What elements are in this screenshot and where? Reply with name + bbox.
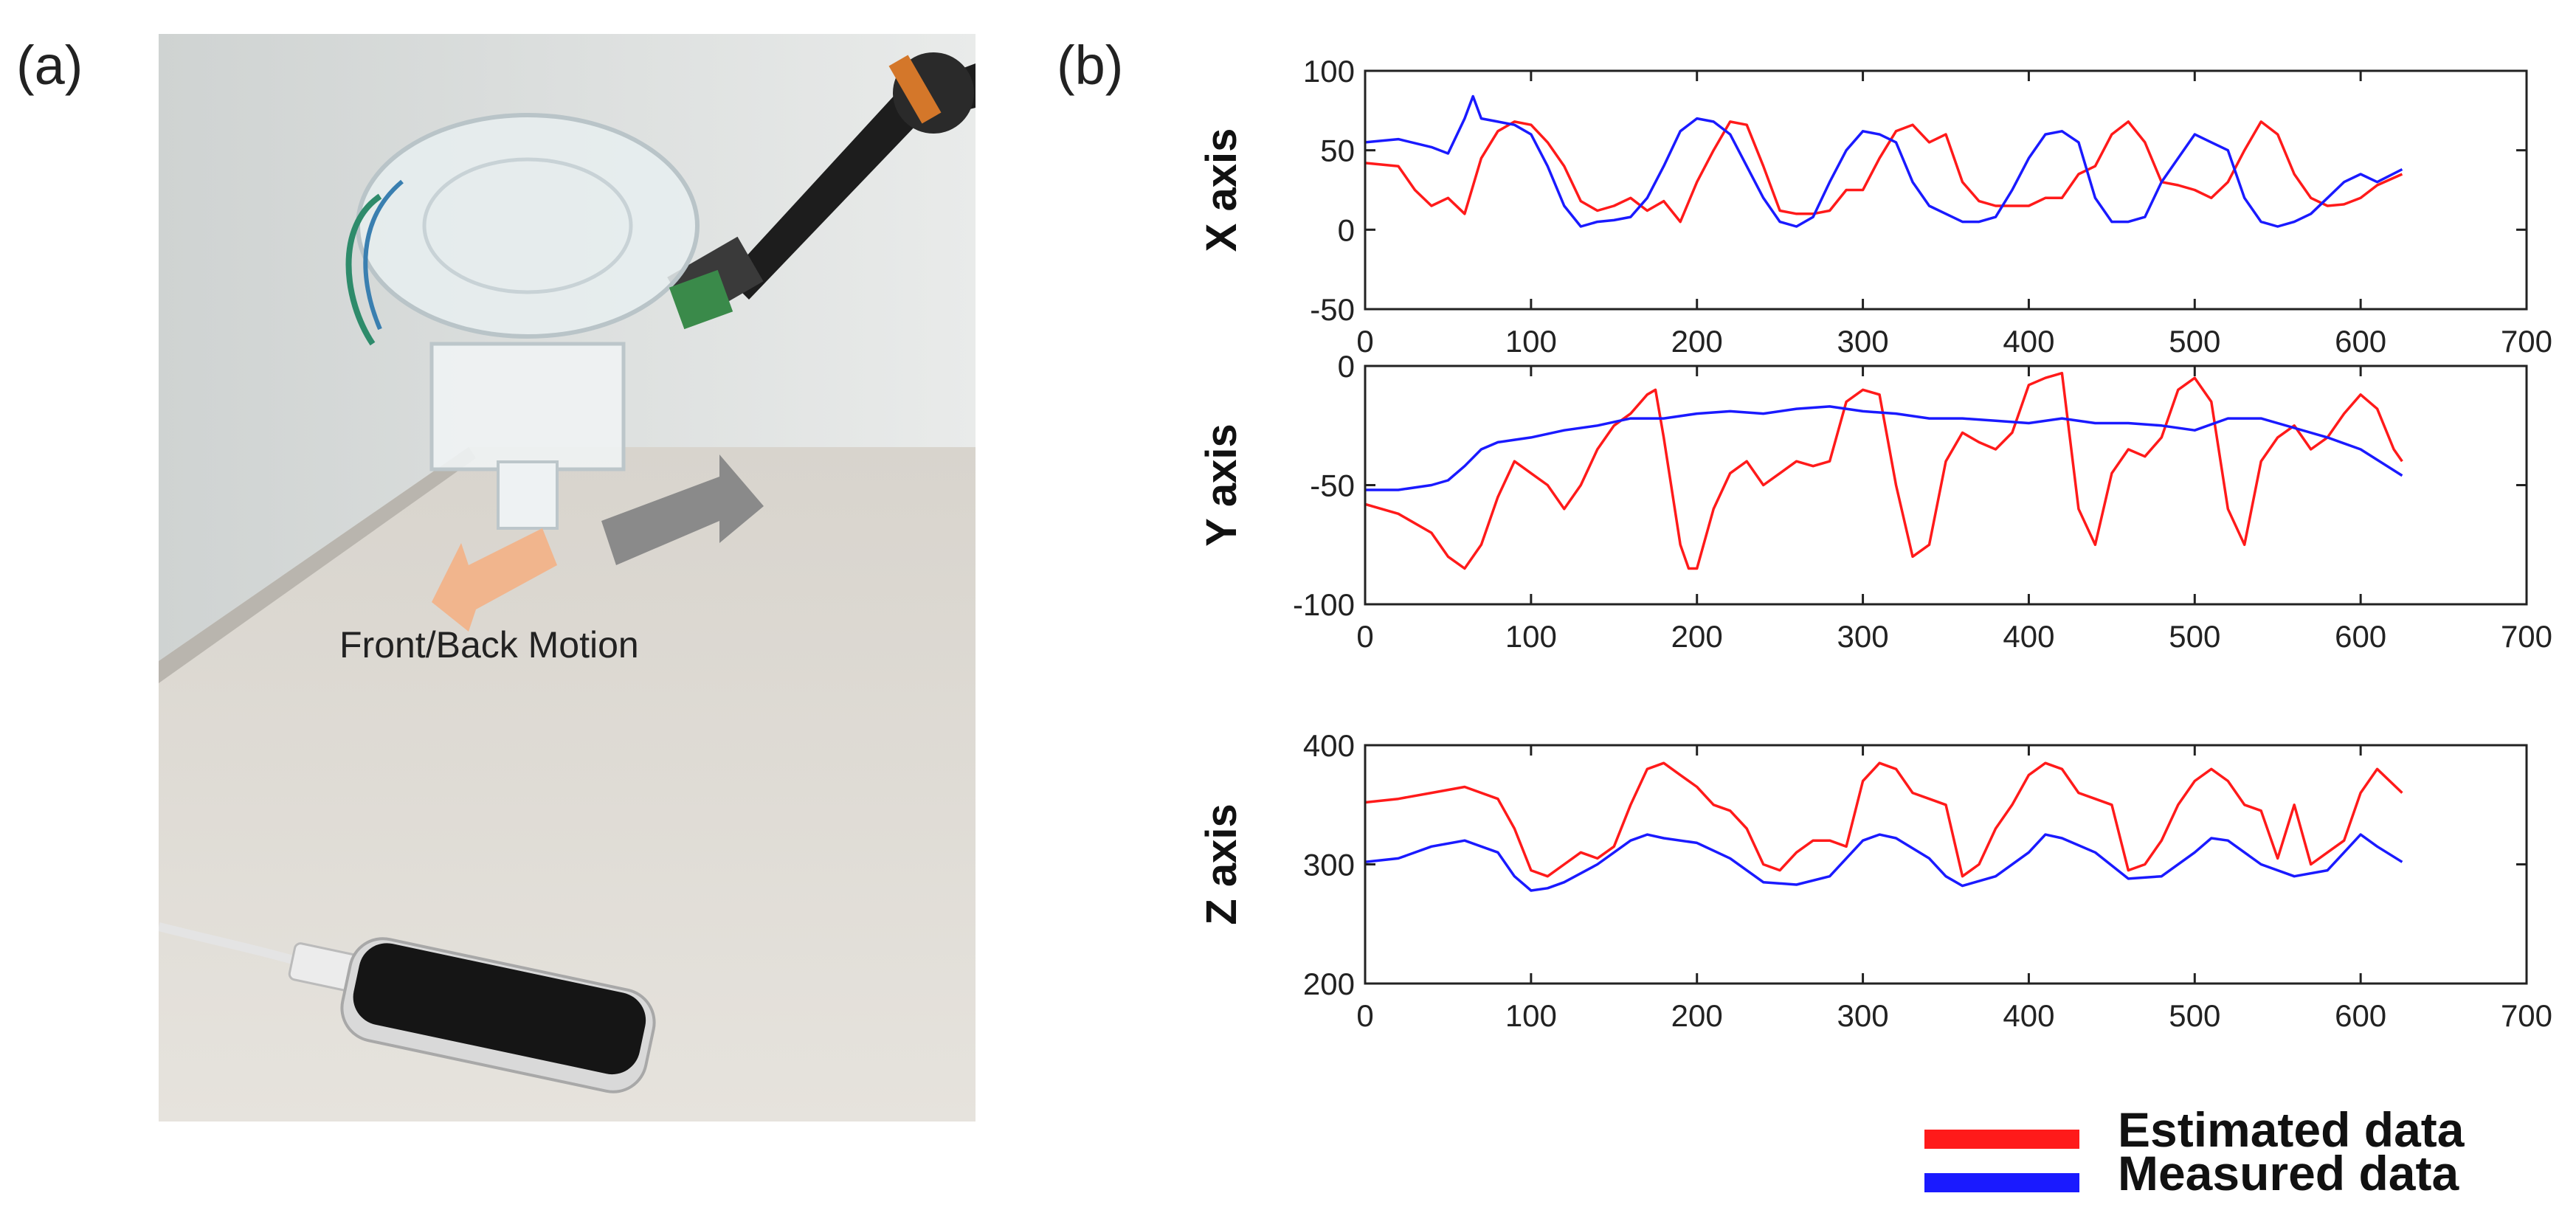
xtick-label-y-0: 0 [1356, 619, 1373, 654]
circuit-board [669, 269, 733, 330]
panel-label-b: (b) [1057, 35, 1124, 96]
xtick-label-y-400: 400 [2003, 619, 2054, 654]
series-x-measured [1364, 94, 2403, 228]
ytick-label-z-400: 400 [1303, 728, 1355, 763]
motion-annotation: Front/Back Motion [339, 624, 639, 666]
xtick-label-x-0: 0 [1356, 324, 1373, 359]
panel-label-a: (a) [16, 35, 83, 96]
gripper-tip [497, 460, 559, 530]
ylabel-z: Z axis [1198, 803, 1246, 924]
xtick-label-z-600: 600 [2335, 998, 2386, 1033]
xtick-label-z-400: 400 [2003, 998, 2054, 1033]
xtick-label-y-200: 200 [1671, 619, 1723, 654]
ytick-label-x-50: 50 [1320, 134, 1355, 168]
xtick-label-x-200: 200 [1671, 324, 1723, 359]
xtick-label-y-300: 300 [1837, 619, 1889, 654]
table-edge [159, 447, 476, 683]
series-x-estimated [1364, 120, 2403, 224]
sensor-cable [345, 193, 382, 346]
series-y-measured [1365, 405, 2403, 491]
ytick-label-y-0: 0 [1338, 349, 1355, 384]
xtick-label-y-500: 500 [2169, 619, 2220, 654]
motion-arrow-front [432, 528, 557, 632]
xtick-label-z-500: 500 [2169, 998, 2220, 1033]
ytick-label-x-0: 0 [1338, 212, 1355, 247]
gripper-block [429, 342, 626, 471]
xtick-label-y-600: 600 [2335, 619, 2386, 654]
xtick-label-x-100: 100 [1505, 324, 1557, 359]
xtick-label-x-300: 300 [1837, 324, 1889, 359]
ytick-label-z-200: 200 [1303, 967, 1355, 1001]
arm-orange-ring [888, 55, 942, 124]
xtick-label-x-600: 600 [2335, 324, 2386, 359]
xtick-label-z-100: 100 [1505, 998, 1557, 1033]
ytick-label-y--50: -50 [1310, 469, 1355, 503]
series-z-measured [1364, 833, 2403, 892]
xtick-label-x-500: 500 [2169, 324, 2220, 359]
gripper-disk-inner [422, 157, 633, 294]
ylabel-y: Y axis [1198, 424, 1246, 547]
ytick-label-x--50: -50 [1310, 292, 1355, 327]
axes-frame-z [1364, 744, 2528, 985]
sensor-cable-2 [363, 179, 404, 331]
legend-measured-label: Measured data [2118, 1146, 2459, 1200]
legend-estimated-label: Estimated data [2118, 1102, 2465, 1157]
robot-photo: Front/Back Motion [159, 34, 976, 1121]
xtick-label-x-400: 400 [2003, 324, 2054, 359]
xtick-label-y-700: 700 [2501, 619, 2552, 654]
axes-frame-y [1364, 364, 2528, 606]
series-y-estimated [1364, 371, 2403, 570]
series-z-estimated [1364, 761, 2403, 878]
xtick-label-z-200: 200 [1671, 998, 1723, 1033]
motion-arrow-back [601, 454, 764, 565]
xtick-label-z-700: 700 [2501, 998, 2552, 1033]
leap-motion-device [340, 937, 656, 1093]
xtick-label-x-700: 700 [2501, 324, 2552, 359]
sensor-cable-usb [159, 922, 308, 968]
ytick-label-x-100: 100 [1303, 54, 1355, 89]
ylabel-x: X axis [1198, 128, 1246, 252]
legend-estimated-line [1924, 1130, 2079, 1149]
axes-frame-x [1364, 69, 2528, 311]
xtick-label-z-300: 300 [1837, 998, 1889, 1033]
xtick-label-z-0: 0 [1356, 998, 1373, 1033]
ytick-label-y--100: -100 [1293, 587, 1355, 622]
xtick-label-y-100: 100 [1505, 619, 1557, 654]
legend-measured-line [1924, 1173, 2079, 1192]
ytick-label-z-300: 300 [1303, 848, 1355, 882]
